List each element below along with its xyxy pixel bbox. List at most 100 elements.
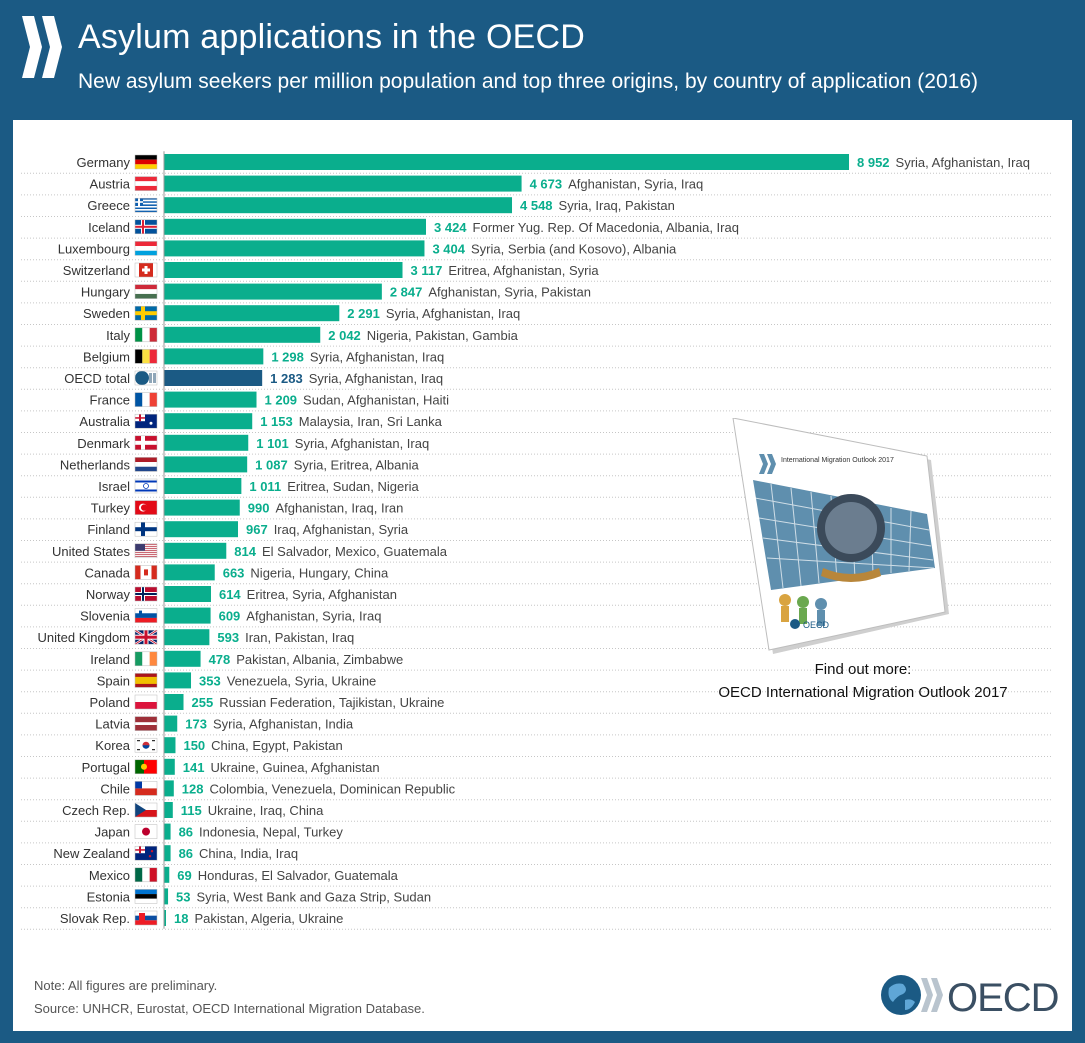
bar xyxy=(164,845,171,862)
origins-label: Afghanistan, Iraq, Iran xyxy=(275,501,403,516)
value-number: 609 xyxy=(219,609,241,624)
country-label: Estonia xyxy=(87,889,131,904)
value-label: 150 China, Egypt, Pakistan xyxy=(183,738,342,753)
bar-row: Switzerland 3 117 Eritrea, Afghanistan, Sy… xyxy=(21,262,1053,282)
country-label: Korea xyxy=(95,738,130,753)
flag-icon xyxy=(134,219,158,235)
origins-label: Pakistan, Albania, Zimbabwe xyxy=(236,652,403,667)
value-label: 128 Colombia, Venezuela, Dominican Republ… xyxy=(182,781,456,796)
flag-icon xyxy=(134,759,158,775)
value-label: 173 Syria, Afghanistan, India xyxy=(185,717,354,732)
bar-row: Slovenia 609 Afghanistan, Syria, Iraq xyxy=(21,607,1053,628)
bar xyxy=(164,434,249,451)
value-label: 1 153 Malaysia, Iran, Sri Lanka xyxy=(260,414,442,429)
bar-row: Italy 2 042 Nigeria, Pakistan, Gambia xyxy=(21,326,1053,347)
value-number: 18 xyxy=(174,911,188,926)
bar xyxy=(164,780,174,797)
chart-panel: Germany 8 952 Syria, Afghanistan, Iraq Aust… xyxy=(13,120,1072,1031)
country-label: France xyxy=(90,393,130,408)
origins-label: Colombia, Venezuela, Dominican Republic xyxy=(209,781,455,796)
bar xyxy=(164,305,340,322)
origins-label: Ukraine, Guinea, Afghanistan xyxy=(210,760,379,775)
flag-icon xyxy=(134,370,158,386)
value-number: 1 101 xyxy=(256,436,289,451)
book-cover[interactable]: International Migration Outlook 2017 OEC… xyxy=(731,417,971,663)
bar xyxy=(164,218,427,235)
value-number: 2 042 xyxy=(328,328,361,343)
bar-row: Iceland 3 424 Former Yug. Rep. Of Macedoni… xyxy=(21,218,1053,239)
bar-row: Poland 255 Russian Federation, Tajikistan,… xyxy=(21,694,1053,714)
origins-label: Iraq, Afghanistan, Syria xyxy=(274,522,409,537)
bar-row: Hungary 2 847 Afghanistan, Syria, Pakistan xyxy=(21,283,1053,304)
country-label: Finland xyxy=(87,522,130,537)
origins-label: Syria, Afghanistan, Iraq xyxy=(295,436,429,451)
value-label: 1 283 Syria, Afghanistan, Iraq xyxy=(270,371,443,386)
value-number: 1 153 xyxy=(260,414,293,429)
origins-label: Indonesia, Nepal, Turkey xyxy=(199,825,343,840)
flag-icon xyxy=(134,435,158,451)
origins-label: Afghanistan, Syria, Pakistan xyxy=(428,285,591,300)
value-number: 990 xyxy=(248,501,270,516)
country-label: Switzerland xyxy=(63,263,130,278)
bar-chart: Germany 8 952 Syria, Afghanistan, Iraq Aust… xyxy=(21,151,1053,930)
bar-row: Denmark 1 101 Syria, Afghanistan, Iraq xyxy=(21,434,1053,455)
bar xyxy=(164,866,170,883)
source-note: Source: UNHCR, Eurostat, OECD Internatio… xyxy=(34,1001,425,1016)
chart-header: Asylum applications in the OECD New asyl… xyxy=(0,0,1085,118)
origins-label: Syria, Serbia (and Kosovo), Albania xyxy=(471,241,677,256)
bar-row: Latvia 173 Syria, Afghanistan, India xyxy=(21,715,1053,736)
bar xyxy=(164,629,210,646)
origins-label: Pakistan, Algeria, Ukraine xyxy=(194,911,343,926)
value-number: 255 xyxy=(192,695,214,710)
country-label: United Kingdom xyxy=(38,630,131,645)
country-label: Spain xyxy=(97,673,130,688)
bar xyxy=(164,154,849,170)
flag-icon xyxy=(134,910,158,926)
country-label: Mexico xyxy=(89,868,130,883)
value-number: 3 424 xyxy=(434,220,467,235)
promo-link[interactable]: OECD International Migration Outlook 201… xyxy=(718,684,1008,701)
country-label: Canada xyxy=(84,565,130,580)
bar-row: Portugal 141 Ukraine, Guinea, Afghanistan xyxy=(21,758,1053,779)
value-label: 3 117 Eritrea, Afghanistan, Syria xyxy=(411,263,600,278)
bar xyxy=(164,586,211,602)
country-label: Netherlands xyxy=(60,457,131,472)
country-label: Japan xyxy=(95,825,130,840)
country-label: Latvia xyxy=(95,717,130,732)
flag-icon xyxy=(134,608,158,623)
flag-icon xyxy=(134,241,158,256)
bar-row: Mexico 69 Honduras, El Salvador, Guatemala xyxy=(21,866,1053,887)
origins-label: Eritrea, Syria, Afghanistan xyxy=(247,587,397,602)
value-label: 86 China, India, Iraq xyxy=(179,846,298,861)
origins-label: China, India, Iraq xyxy=(199,846,298,861)
origins-label: Syria, Afghanistan, Iraq xyxy=(386,306,520,321)
country-label: Belgium xyxy=(83,349,130,364)
bar xyxy=(164,456,248,473)
country-label: Ireland xyxy=(90,652,130,667)
value-label: 53 Syria, West Bank and Gaza Strip, Sudan xyxy=(176,889,431,904)
country-label: Austria xyxy=(90,177,131,192)
bar xyxy=(164,175,522,192)
value-label: 4 673 Afghanistan, Syria, Iraq xyxy=(530,177,704,192)
bar-row: Estonia 53 Syria, West Bank and Gaza Strip… xyxy=(21,888,1053,909)
bar-row: Korea 150 China, Egypt, Pakistan xyxy=(21,737,1053,757)
flag-icon xyxy=(134,651,158,667)
bar-row: Chile 128 Colombia, Venezuela, Dominican R… xyxy=(21,780,1053,801)
value-number: 2 847 xyxy=(390,285,423,300)
origins-label: Former Yug. Rep. Of Macedonia, Albania, … xyxy=(473,220,739,235)
bar-row: Australia 1 153 Malaysia, Iran, Sri Lanka xyxy=(21,413,1053,433)
value-number: 663 xyxy=(223,565,245,580)
value-label: 1 011 Eritrea, Sudan, Nigeria xyxy=(249,479,419,494)
value-number: 86 xyxy=(179,846,193,861)
bar-row: Israel 1 011 Eritrea, Sudan, Nigeria xyxy=(21,478,1053,498)
bar-row: Slovak Rep. 18 Pakistan, Algeria, Ukraine xyxy=(21,910,1053,930)
value-label: 1 209 Sudan, Afghanistan, Haiti xyxy=(265,393,450,408)
flag-icon xyxy=(134,565,158,580)
value-number: 8 952 xyxy=(857,155,890,170)
bar xyxy=(164,758,175,775)
value-number: 593 xyxy=(217,630,239,645)
promo-text[interactable]: Find out more: OECD International Migrat… xyxy=(685,658,1041,704)
bar xyxy=(164,262,403,278)
value-number: 1 298 xyxy=(271,349,304,364)
flag-icon xyxy=(134,457,158,472)
